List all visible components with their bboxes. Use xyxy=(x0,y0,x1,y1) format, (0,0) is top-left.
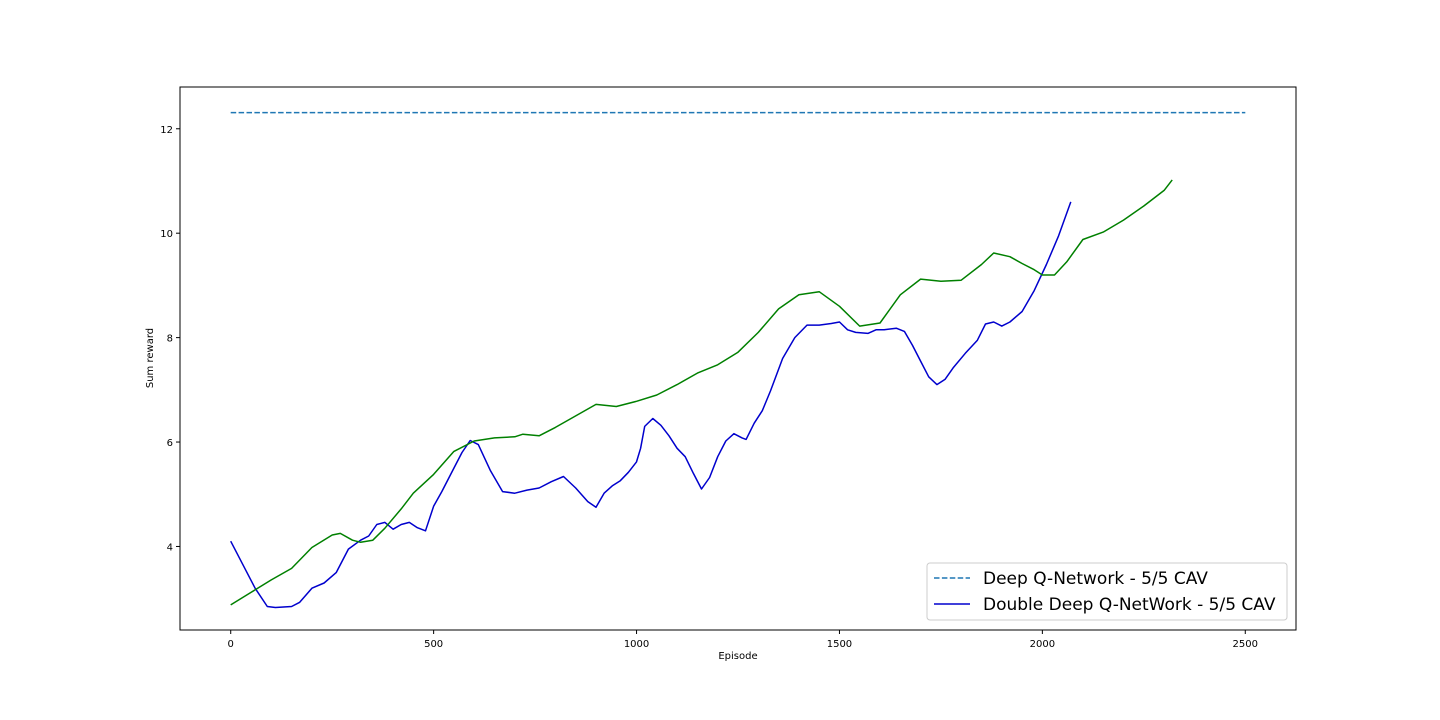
y-tick-label: 6 xyxy=(167,438,173,449)
y-tick-label: 12 xyxy=(160,125,173,136)
x-tick-label: 0 xyxy=(228,639,234,650)
x-axis-label: Episode xyxy=(718,651,757,662)
x-tick-label: 500 xyxy=(424,639,443,650)
legend-label-dqn: Deep Q-Network - 5/5 CAV xyxy=(983,569,1208,589)
legend-label-ddqn: Double Deep Q-NetWork - 5/5 CAV xyxy=(983,595,1276,615)
y-axis-ticks: 4 6 8 10 12 xyxy=(160,125,180,553)
x-axis-ticks: 0 500 1000 1500 2000 2500 xyxy=(228,630,1258,650)
x-tick-label: 1000 xyxy=(624,639,649,650)
series-ddqn-line xyxy=(230,201,1072,609)
y-tick-label: 8 xyxy=(167,334,173,345)
x-tick-label: 1500 xyxy=(827,639,852,650)
y-tick-label: 10 xyxy=(160,229,173,240)
x-tick-label: 2000 xyxy=(1030,639,1055,650)
series-green-line xyxy=(230,179,1173,606)
x-tick-label: 2500 xyxy=(1233,639,1258,650)
y-tick-label: 4 xyxy=(167,542,173,553)
legend: Deep Q-Network - 5/5 CAV Double Deep Q-N… xyxy=(926,562,1288,621)
plot-lines xyxy=(230,111,1246,609)
legend-box xyxy=(926,562,1288,621)
axes-frame xyxy=(179,86,1297,631)
y-axis-label: Sum reward xyxy=(145,328,156,388)
